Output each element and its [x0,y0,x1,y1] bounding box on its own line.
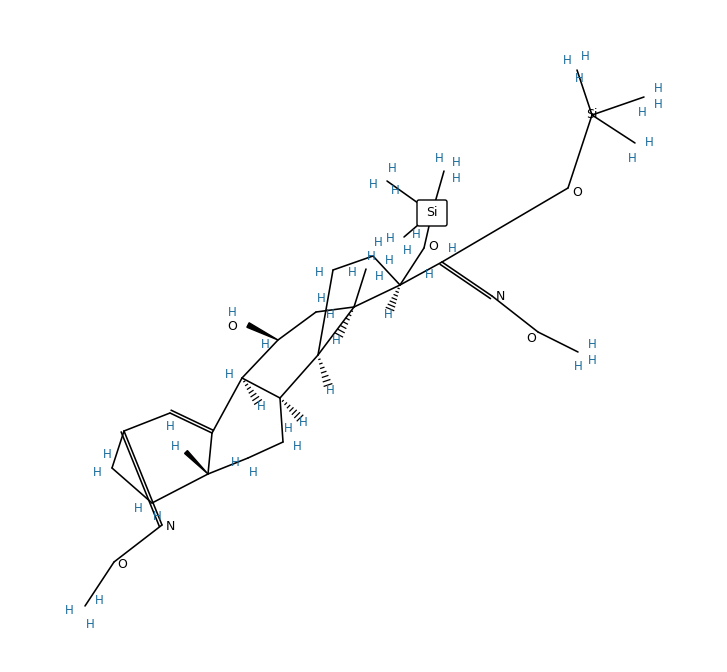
Text: H: H [654,83,662,95]
Text: H: H [332,335,340,347]
Text: H: H [435,151,443,165]
Text: H: H [284,423,292,435]
Text: H: H [645,136,654,149]
Text: Si: Si [426,206,438,220]
Text: H: H [587,337,596,351]
Text: H: H [134,501,142,515]
Text: H: H [385,255,393,267]
Text: O: O [117,558,127,571]
Text: H: H [326,308,334,321]
Text: O: O [572,185,582,198]
Text: H: H [260,339,270,351]
Text: H: H [411,228,420,241]
Text: H: H [563,54,571,67]
Text: Si: Si [586,108,598,122]
Text: H: H [366,249,375,263]
Text: H: H [65,605,73,618]
Text: O: O [227,321,237,333]
Text: H: H [230,456,239,470]
Text: H: H [425,267,433,280]
Text: H: H [369,177,377,190]
Text: H: H [92,466,101,480]
Text: H: H [103,448,111,462]
Text: N: N [495,290,505,302]
Text: H: H [225,368,233,382]
Text: H: H [654,99,662,112]
Text: H: H [574,360,582,374]
Text: H: H [587,353,596,366]
Text: H: H [86,618,95,630]
Polygon shape [185,451,208,474]
Text: H: H [574,71,583,85]
Text: H: H [228,306,236,319]
Text: H: H [374,271,383,284]
Text: H: H [257,401,265,413]
Text: O: O [526,331,536,345]
Text: H: H [581,50,590,63]
Text: H: H [390,185,399,198]
Text: H: H [348,265,356,278]
Text: H: H [451,157,460,169]
Text: H: H [317,292,326,306]
Text: H: H [315,267,324,280]
Polygon shape [247,323,278,340]
Text: H: H [153,511,161,523]
Text: H: H [299,417,308,429]
Text: H: H [451,173,460,185]
Text: H: H [627,151,636,165]
Text: H: H [166,421,174,433]
Text: H: H [293,441,302,454]
Text: H: H [374,237,382,249]
Text: H: H [384,308,393,321]
Text: H: H [387,161,396,175]
Text: O: O [428,239,438,253]
Text: N: N [165,521,174,534]
Text: H: H [403,245,411,257]
Text: H: H [249,466,257,478]
FancyBboxPatch shape [417,200,447,226]
Text: H: H [326,384,334,398]
Text: H: H [171,441,180,454]
Text: H: H [385,233,394,245]
Text: H: H [95,595,103,607]
Text: H: H [638,106,646,118]
Text: H: H [448,243,457,255]
